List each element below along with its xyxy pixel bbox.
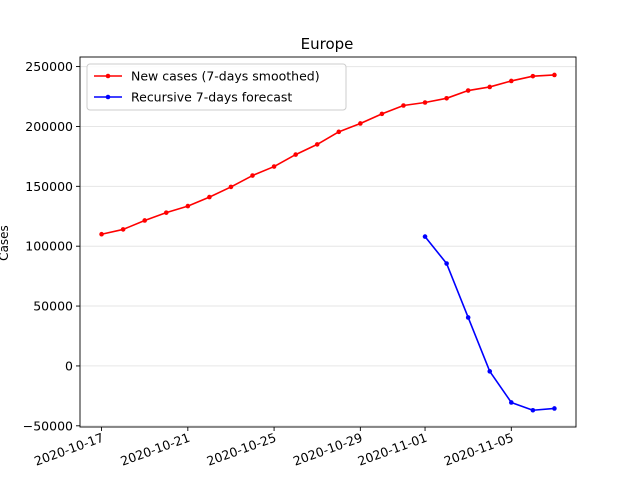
series-new-cases — [99, 72, 557, 237]
data-point-new-cases — [163, 210, 169, 215]
data-point-new-cases — [401, 103, 406, 108]
gridlines — [80, 66, 576, 427]
y-tick-label: 50000 — [33, 299, 73, 314]
legend-marker-forecast — [105, 94, 111, 100]
y-tick-label: 150000 — [25, 179, 73, 194]
data-point-new-cases — [271, 164, 277, 169]
legend-marker-new-cases — [105, 73, 111, 79]
legend: New cases (7-days smoothed) Recursive 7-… — [86, 63, 347, 111]
data-point-new-cases — [250, 173, 255, 178]
data-point-new-cases — [509, 78, 514, 84]
data-point-new-cases — [487, 84, 493, 90]
data-point-new-cases — [358, 121, 363, 126]
data-point-new-cases — [99, 231, 104, 237]
y-tick-label: 100000 — [25, 239, 73, 254]
y-tick-label: 200000 — [25, 119, 73, 134]
data-point-new-cases — [207, 194, 212, 200]
data-point-new-cases — [530, 73, 536, 79]
data-point-new-cases — [120, 227, 126, 232]
data-point-forecast — [552, 406, 557, 411]
x-tick-label: 2020-10-21 — [118, 430, 191, 469]
legend-label-forecast: Recursive 7-days forecast — [131, 90, 292, 105]
data-point-forecast — [422, 234, 428, 239]
x-tick-label: 2020-10-29 — [291, 430, 364, 469]
data-point-new-cases — [379, 111, 385, 117]
data-point-forecast — [530, 407, 536, 413]
data-point-new-cases — [552, 72, 557, 78]
series-line-forecast — [424, 236, 555, 412]
data-point-new-cases — [465, 88, 471, 93]
x-tick-label: 2020-11-01 — [356, 430, 429, 469]
data-point-forecast — [444, 261, 449, 266]
data-point-forecast — [465, 315, 471, 320]
series-line-new-cases — [101, 74, 555, 236]
y-tick-label: 250000 — [25, 59, 73, 74]
data-point-new-cases — [314, 142, 320, 147]
series-forecast — [422, 234, 557, 413]
x-tick-label: 2020-11-05 — [442, 430, 515, 469]
y-tick-label: −50000 — [23, 418, 73, 433]
y-axis-label: Cases — [0, 225, 11, 261]
legend-box — [86, 63, 347, 111]
data-point-new-cases — [336, 129, 342, 135]
data-point-new-cases — [293, 152, 298, 157]
y-tick-label: 0 — [65, 358, 73, 373]
data-point-new-cases — [142, 218, 147, 223]
axis-ticks: −50000 0 50000 100000 150000 200000 250000 2020… — [23, 59, 516, 469]
data-point-new-cases — [185, 203, 191, 209]
data-point-new-cases — [422, 100, 428, 105]
x-tick-label: 2020-10-25 — [205, 430, 278, 469]
chart-title: Europe — [301, 35, 354, 53]
data-point-new-cases — [444, 96, 449, 101]
series-group — [99, 72, 557, 413]
data-point-new-cases — [228, 184, 234, 190]
legend-label-new-cases: New cases (7-days smoothed) — [131, 69, 320, 84]
data-point-forecast — [509, 400, 514, 405]
plot-area-frame — [79, 56, 577, 428]
x-tick-label: 2020-10-17 — [32, 430, 105, 469]
data-point-forecast — [487, 369, 493, 374]
